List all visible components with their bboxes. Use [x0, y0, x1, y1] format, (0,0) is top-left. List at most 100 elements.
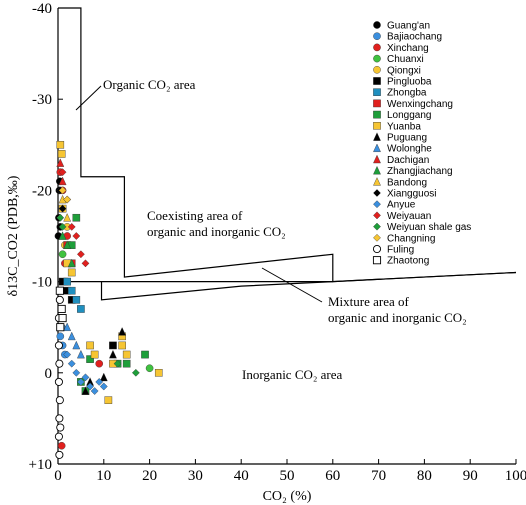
legend-label: Anyue [387, 200, 416, 211]
data-point [86, 341, 94, 350]
y-tick-label: -30 [32, 92, 52, 108]
data-point [373, 165, 381, 175]
series-weiyuan-shale-gas [56, 213, 140, 377]
data-point [373, 132, 381, 141]
boundary-line-mixture-mid [100, 281, 333, 301]
data-point [72, 296, 81, 304]
legend-label: Zhangjiachang [387, 166, 453, 177]
x-tick-label: 10 [96, 468, 111, 484]
data-point [373, 233, 381, 242]
data-point [373, 200, 381, 209]
data-point [63, 213, 72, 222]
data-point [72, 340, 81, 350]
legend-label: Wenxingchang [387, 99, 453, 110]
annotation-label: organic and inorganic CO₂ [328, 310, 467, 325]
legend-label: Dachigan [387, 155, 429, 166]
legend-label: Wolonghe [387, 144, 432, 155]
legend-label: Bajiaochang [387, 32, 442, 43]
annotation-label: Inorganic CO₂ area [242, 367, 343, 382]
data-point [81, 386, 90, 395]
data-point [67, 222, 76, 231]
y-tick-label: -40 [32, 1, 52, 17]
legend-label: Weiyauan [387, 211, 431, 222]
data-point [373, 222, 381, 231]
data-point [63, 322, 72, 331]
data-point [57, 304, 66, 314]
data-point [72, 232, 81, 240]
data-point [77, 250, 85, 259]
data-point [95, 359, 104, 368]
data-point [373, 66, 381, 74]
data-point [104, 396, 113, 404]
x-axis-title: CO₂ (%) [263, 489, 312, 504]
legend-label: Qiongxi [387, 65, 421, 76]
data-point [372, 256, 382, 265]
legend-label: Longgang [387, 110, 432, 121]
data-point [86, 355, 94, 363]
legend-label: Yuanba [387, 121, 421, 132]
data-point [77, 305, 85, 313]
series-weiyauan [58, 168, 90, 268]
data-point [67, 359, 76, 368]
data-point [372, 244, 382, 254]
legend-label: Guang'an [387, 21, 430, 32]
data-point [122, 359, 131, 368]
data-point [58, 204, 67, 213]
series-fuling [54, 295, 65, 459]
data-point [55, 295, 64, 304]
x-tick-label: 30 [188, 468, 203, 484]
data-point [67, 258, 76, 268]
legend-label: Pingluoba [387, 77, 432, 88]
data-point [118, 341, 126, 350]
data-point [72, 368, 81, 377]
data-point [373, 43, 381, 52]
data-point [58, 250, 67, 259]
x-tick-label: 0 [54, 468, 62, 484]
data-point [58, 314, 67, 323]
data-point [81, 373, 90, 382]
data-point [57, 150, 66, 158]
series-anyue [63, 350, 108, 395]
data-point [99, 372, 108, 382]
data-point [76, 349, 85, 359]
data-point [118, 327, 127, 336]
data-point [373, 21, 381, 29]
data-point [56, 332, 65, 341]
data-point [373, 77, 381, 85]
annotation-label: Mixture area of [328, 294, 410, 309]
data-point [373, 177, 381, 186]
x-tick-label: 60 [325, 468, 340, 484]
data-point [63, 277, 71, 286]
legend-label: Weiyuan shale gas [387, 222, 471, 233]
data-point [55, 396, 64, 405]
legend-label: Fuling [387, 245, 414, 256]
x-tick-label: 20 [142, 468, 157, 484]
legend: Guang'anBajiaochangXinchangChuanxiQiongx… [372, 21, 471, 267]
data-point [56, 423, 65, 432]
data-point [86, 382, 94, 391]
x-tick-label: 80 [417, 468, 432, 484]
annotation-leader [75, 85, 102, 111]
data-point [63, 195, 72, 204]
data-point [58, 168, 67, 177]
data-point [122, 350, 131, 359]
data-point [109, 341, 117, 350]
data-point [90, 387, 99, 395]
data-point [373, 154, 381, 164]
boundary-line-organic-boundary [58, 7, 517, 283]
data-point [58, 176, 67, 186]
data-point [63, 240, 72, 249]
series-zhangjiachang [58, 231, 76, 268]
data-point [373, 143, 381, 153]
legend-label: Zhongba [387, 88, 427, 99]
x-tick-label: 100 [505, 468, 526, 484]
x-tick-label: 40 [234, 468, 249, 484]
data-point [67, 286, 76, 295]
data-point [373, 99, 381, 108]
legend-label: Zhaotong [387, 256, 429, 267]
data-point [373, 54, 381, 63]
y-tick-label: -20 [32, 183, 52, 199]
legend-label: Xinchang [387, 43, 429, 54]
data-point [131, 368, 140, 377]
data-point [145, 364, 154, 373]
